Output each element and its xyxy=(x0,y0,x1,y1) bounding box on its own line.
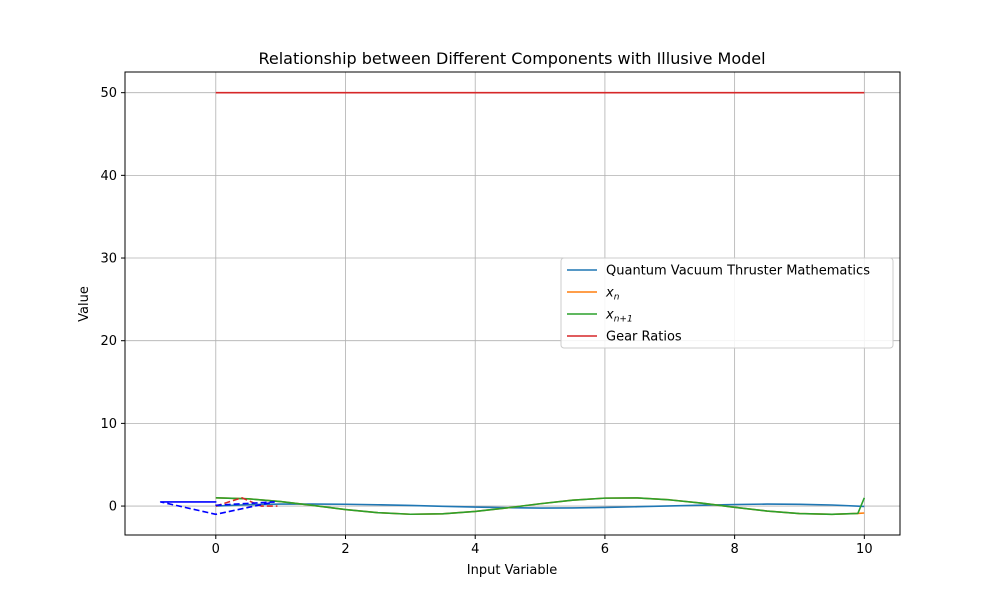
series-line-3 xyxy=(215,496,866,516)
chart-title: Relationship between Different Component… xyxy=(258,49,765,68)
plot-lines xyxy=(159,91,866,516)
series-line-6 xyxy=(159,501,275,516)
x-tick-label: 10 xyxy=(856,542,873,557)
y-axis-label: Value xyxy=(77,286,92,322)
legend-label: Gear Ratios xyxy=(606,330,682,345)
y-tick-label: 50 xyxy=(100,86,117,101)
series-line-1 xyxy=(215,503,865,509)
y-tick-label: 20 xyxy=(100,334,117,349)
y-tick-label: 30 xyxy=(100,252,117,267)
legend-label: xn+1 xyxy=(605,308,633,325)
y-tick-label: 40 xyxy=(100,169,117,184)
series-line-5 xyxy=(215,496,278,507)
legend-label: Quantum Vacuum Thruster Mathematics xyxy=(606,264,870,279)
y-tick-label: 10 xyxy=(100,417,117,432)
x-tick-label: 8 xyxy=(730,542,738,557)
plot-frame xyxy=(124,71,901,536)
x-tick-label: 2 xyxy=(341,542,349,557)
y-tick-label: 0 xyxy=(109,500,117,515)
legend-label: xn xyxy=(605,286,620,303)
ticks: 0 2 4 6 8 10 0 10 20 30 40 50 xyxy=(100,86,872,557)
x-tick-label: 6 xyxy=(601,542,609,557)
x-tick-label: 4 xyxy=(471,542,479,557)
x-axis-label: Input Variable xyxy=(467,563,557,578)
legend-box xyxy=(560,257,894,349)
x-tick-label: 0 xyxy=(212,542,220,557)
legend: Quantum Vacuum Thruster Mathematics xn xn+… xyxy=(560,257,894,349)
